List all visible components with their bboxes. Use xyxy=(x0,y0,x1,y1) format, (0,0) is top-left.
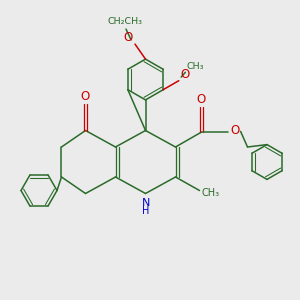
Text: O: O xyxy=(123,31,132,44)
Text: N: N xyxy=(142,198,150,208)
Text: CH₃: CH₃ xyxy=(187,62,204,71)
Text: CH₃: CH₃ xyxy=(202,188,220,198)
Text: O: O xyxy=(80,90,89,104)
Text: CH₂CH₃: CH₂CH₃ xyxy=(108,17,143,26)
Text: O: O xyxy=(230,124,239,137)
Text: O: O xyxy=(181,68,190,81)
Text: H: H xyxy=(142,206,150,217)
Text: O: O xyxy=(196,93,206,106)
